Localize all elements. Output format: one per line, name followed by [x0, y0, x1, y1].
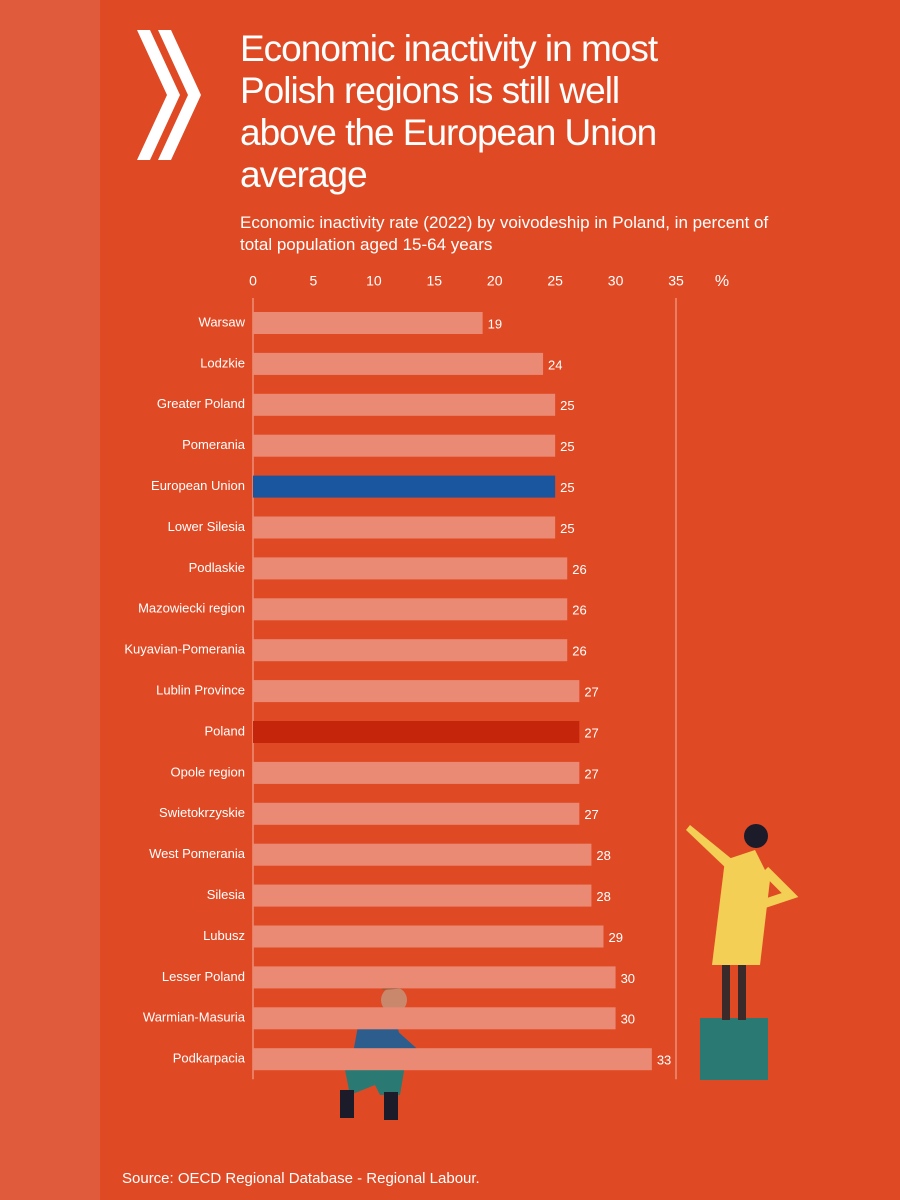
value-label: 25 — [560, 439, 574, 454]
bar — [253, 639, 568, 662]
value-label: 26 — [572, 603, 586, 618]
x-tick-label: 15 — [426, 273, 442, 289]
category-label: Lubusz — [203, 928, 245, 943]
x-tick-label: 5 — [310, 273, 318, 289]
value-label: 25 — [560, 398, 574, 413]
category-label: Warsaw — [199, 314, 246, 329]
bar — [253, 884, 592, 907]
chart-title: Economic inactivity in most Polish regio… — [240, 28, 658, 195]
x-unit-label: % — [715, 273, 729, 290]
category-label: Lower Silesia — [168, 519, 246, 534]
value-label: 27 — [584, 766, 598, 781]
bar — [253, 557, 568, 580]
value-label: 27 — [584, 807, 598, 822]
category-label: Greater Poland — [157, 396, 245, 411]
bar — [253, 475, 556, 498]
bar — [253, 761, 580, 784]
bar — [253, 721, 580, 743]
category-label: Pomerania — [182, 437, 246, 452]
bar — [253, 843, 592, 866]
value-label: 28 — [596, 889, 610, 904]
bar — [253, 1048, 652, 1071]
value-label: 26 — [572, 562, 586, 577]
x-tick-label: 30 — [608, 273, 624, 289]
category-label: Podlaskie — [189, 560, 245, 575]
value-label: 27 — [584, 725, 598, 740]
category-label: Kuyavian-Pomerania — [124, 642, 245, 657]
value-label: 25 — [560, 521, 574, 536]
x-tick-label: 35 — [668, 273, 684, 289]
logo — [137, 30, 201, 160]
bar — [253, 312, 483, 334]
value-label: 30 — [621, 1012, 635, 1027]
category-label: Swietokrzyskie — [159, 805, 245, 820]
bar — [253, 966, 616, 989]
category-label: Poland — [205, 723, 245, 738]
x-tick-label: 0 — [249, 273, 257, 289]
value-label: 29 — [608, 930, 622, 945]
category-label: Warmian-Masuria — [143, 1010, 246, 1025]
value-label: 26 — [572, 644, 586, 659]
value-label: 30 — [621, 971, 635, 986]
category-label: Silesia — [207, 887, 246, 902]
category-label: West Pomerania — [149, 846, 246, 861]
x-tick-label: 10 — [366, 273, 382, 289]
figure-woman — [686, 824, 799, 1080]
x-tick-label: 20 — [487, 273, 503, 289]
category-label: European Union — [151, 478, 245, 493]
x-tick-label: 25 — [547, 273, 563, 289]
bar — [253, 393, 556, 416]
chart-subtitle: Economic inactivity rate (2022) by voivo… — [240, 213, 769, 254]
category-label: Podkarpacia — [173, 1051, 246, 1066]
value-label: 33 — [657, 1053, 671, 1068]
source-note: Source: OECD Regional Database - Regiona… — [122, 1170, 480, 1187]
bar — [253, 434, 556, 457]
value-label: 28 — [596, 848, 610, 863]
bar — [253, 516, 556, 539]
bar — [253, 680, 580, 703]
value-label: 27 — [584, 685, 598, 700]
value-label: 19 — [488, 316, 502, 331]
category-label: Mazowiecki region — [138, 601, 245, 616]
value-label: 25 — [560, 480, 574, 495]
category-label: Lesser Poland — [162, 969, 245, 984]
bar — [253, 925, 604, 948]
bar — [253, 352, 544, 375]
category-label: Lublin Province — [156, 683, 245, 698]
category-label: Lodzkie — [200, 355, 245, 370]
bar — [253, 1007, 616, 1030]
bar — [253, 598, 568, 621]
value-label: 24 — [548, 357, 562, 372]
bar — [253, 802, 580, 825]
category-label: Opole region — [171, 764, 245, 779]
